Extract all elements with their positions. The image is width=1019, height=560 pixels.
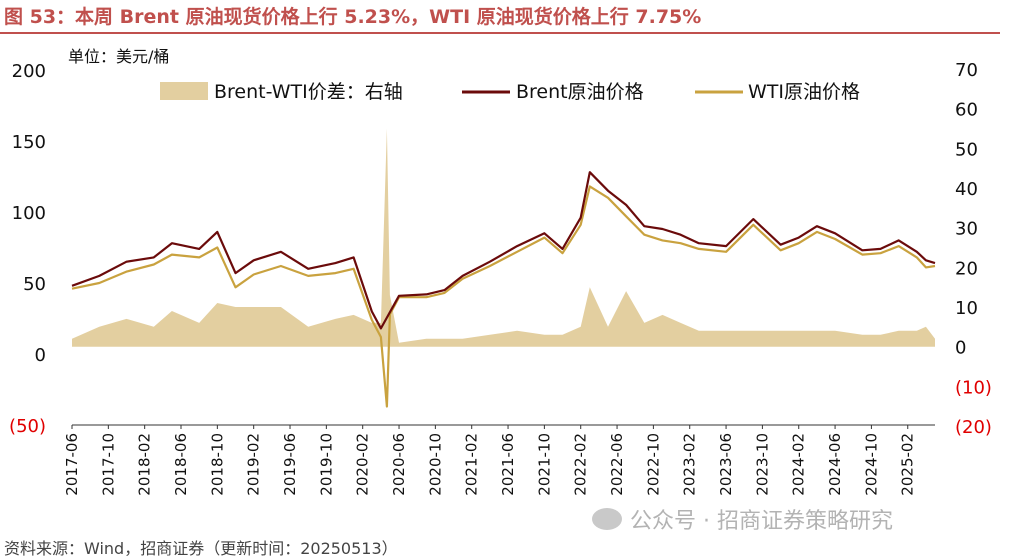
x-tick-label: 2025-02 [899,433,917,496]
left-tick-label: 50 [23,274,46,295]
right-tick-label: 30 [955,219,978,240]
left-axis-ticks: 200 150 100 50 0 (50) [9,61,46,437]
x-tick-label: 2020-06 [390,433,408,496]
x-tick-label: 2019-06 [281,433,299,496]
x-tick-label: 2020-02 [354,433,372,496]
right-tick-label: 20 [955,258,978,279]
x-tick-label: 2022-06 [608,433,626,496]
legend-label-brent: Brent原油价格 [516,81,644,103]
right-tick-label: 40 [955,179,978,200]
right-tick-label: 0 [955,338,966,359]
title-rule [0,32,1000,34]
legend: Brent-WTI价差：右轴 Brent原油价格 WTI原油价格 [160,81,860,103]
left-tick-label: 100 [12,203,46,224]
right-tick-label: 70 [955,60,978,81]
x-tick-label: 2024-10 [862,433,880,496]
right-tick-label: 10 [955,298,978,319]
x-tick-label: 2020-10 [426,433,444,496]
left-tick-label: 150 [12,132,46,153]
x-tick-label: 2019-02 [245,433,263,496]
legend-label-spread: Brent-WTI价差：右轴 [214,81,403,103]
x-tick-label: 2023-02 [681,433,699,496]
x-tick-label: 2021-10 [535,433,553,496]
left-tick-label: 200 [12,61,46,82]
wti-series-line [71,185,936,408]
x-tick-label: 2017-10 [99,433,117,496]
x-tick-label: 2023-06 [717,433,735,496]
x-tick-label: 2018-02 [136,433,154,496]
x-tick-label: 2019-10 [317,433,335,496]
legend-swatch-spread [160,82,208,100]
x-tick-label: 2018-10 [208,433,226,496]
right-tick-label: 50 [955,139,978,160]
legend-label-wti: WTI原油价格 [748,81,860,103]
x-tick-label: 2021-06 [499,433,517,496]
wti-line-path [71,185,936,408]
x-tick-label: 2017-06 [63,433,81,496]
x-tick-label: 2022-02 [572,433,590,496]
watermark: 公众号 · 招商证券策略研究 [592,503,893,535]
left-tick-label: (50) [9,416,46,437]
spread-area-shape [72,128,935,347]
x-tick-label: 2024-02 [790,433,808,496]
figure-title: 图 53：本周 Brent 原油现货价格上行 5.23%，WTI 原油现货价格上… [4,6,702,28]
right-tick-label: (10) [955,377,992,398]
spread-series-area [72,128,935,347]
right-axis-ticks: 70 60 50 40 30 20 10 0 (10) (20) [955,60,992,438]
brent-series-line [71,171,936,330]
x-tick-label: 2024-06 [826,433,844,496]
brent-line-path [71,171,936,330]
x-tick-label: 2021-02 [463,433,481,496]
x-tick-label: 2018-06 [172,433,190,496]
left-tick-label: 0 [35,345,46,366]
unit-label: 单位：美元/桶 [68,47,169,66]
watermark-text: 公众号 · 招商证券策略研究 [630,509,893,534]
right-tick-label: (20) [955,417,992,438]
wechat-icon [592,508,622,530]
right-tick-label: 60 [955,100,978,121]
x-tick-label: 2022-10 [644,433,662,496]
x-tick-label: 2023-10 [753,433,771,496]
source-note: 资料来源：Wind，招商证券（更新时间：20250513） [4,539,398,558]
x-axis-ticks: 2017-06 2017-10 2018-02 2018-06 2018-10 2019-… [63,425,917,496]
